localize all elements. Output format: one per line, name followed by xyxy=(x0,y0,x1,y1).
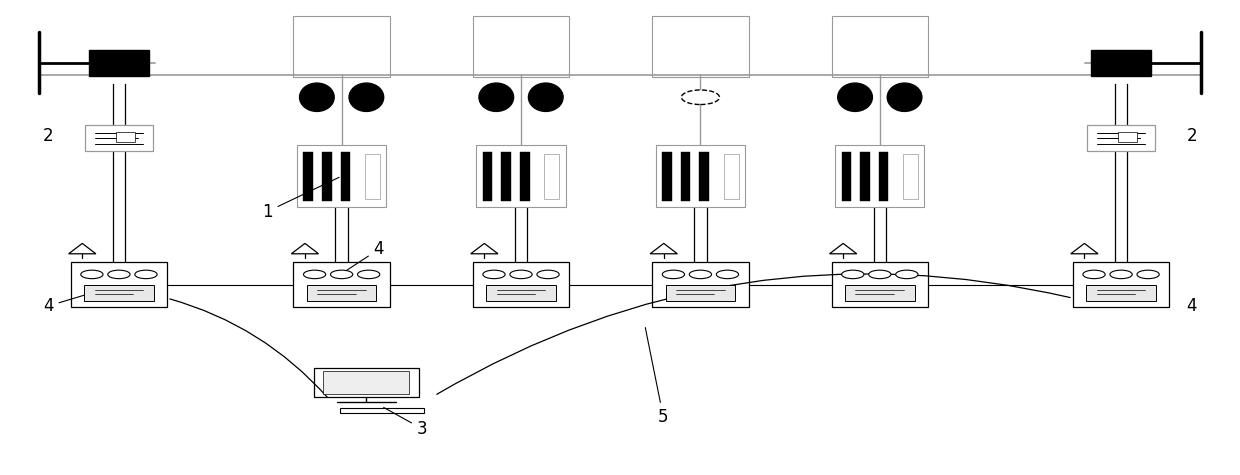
Circle shape xyxy=(869,270,892,279)
Bar xyxy=(361,153,367,200)
Bar xyxy=(842,152,851,200)
Circle shape xyxy=(357,270,379,279)
Circle shape xyxy=(537,270,559,279)
Bar xyxy=(482,152,492,200)
Bar xyxy=(322,152,331,200)
Bar xyxy=(903,153,919,199)
Bar xyxy=(340,408,424,413)
Text: 5: 5 xyxy=(645,328,668,426)
Text: 2: 2 xyxy=(1187,127,1197,145)
Bar xyxy=(846,285,915,301)
Bar xyxy=(472,262,569,307)
Bar xyxy=(314,368,419,397)
Bar xyxy=(71,262,167,307)
Bar xyxy=(1087,125,1156,152)
Bar xyxy=(89,50,149,76)
Bar xyxy=(681,152,691,200)
Bar xyxy=(652,16,749,77)
Circle shape xyxy=(689,270,712,279)
Bar xyxy=(836,145,924,207)
Circle shape xyxy=(717,270,739,279)
Bar xyxy=(472,16,569,77)
Bar xyxy=(879,152,888,200)
Bar xyxy=(699,152,709,200)
Bar xyxy=(899,153,905,200)
Bar xyxy=(294,262,389,307)
Bar xyxy=(501,152,511,200)
Bar xyxy=(84,285,154,301)
Circle shape xyxy=(1083,270,1105,279)
Circle shape xyxy=(482,270,505,279)
Bar xyxy=(724,153,739,199)
Bar xyxy=(861,152,869,200)
Bar xyxy=(476,145,565,207)
Circle shape xyxy=(135,270,157,279)
Ellipse shape xyxy=(888,83,921,112)
Circle shape xyxy=(1110,270,1132,279)
Text: 4: 4 xyxy=(43,285,117,315)
Circle shape xyxy=(108,270,130,279)
Text: 4: 4 xyxy=(337,240,384,276)
Text: 4: 4 xyxy=(1187,297,1197,315)
Text: 2: 2 xyxy=(43,127,53,145)
Circle shape xyxy=(510,270,532,279)
Bar xyxy=(656,145,745,207)
Circle shape xyxy=(1137,270,1159,279)
Bar xyxy=(1086,285,1156,301)
Bar xyxy=(486,285,556,301)
Ellipse shape xyxy=(838,83,873,112)
Bar xyxy=(84,125,153,152)
Ellipse shape xyxy=(348,83,383,112)
Circle shape xyxy=(304,270,326,279)
Text: 1: 1 xyxy=(262,177,339,220)
Circle shape xyxy=(681,90,719,104)
Bar xyxy=(1091,50,1151,76)
Ellipse shape xyxy=(479,83,513,112)
Bar xyxy=(652,262,749,307)
Bar xyxy=(662,152,672,200)
Bar xyxy=(294,16,389,77)
Bar xyxy=(365,153,379,199)
Bar xyxy=(719,153,725,200)
Circle shape xyxy=(662,270,684,279)
Ellipse shape xyxy=(528,83,563,112)
Bar xyxy=(832,262,928,307)
Circle shape xyxy=(895,270,918,279)
Bar xyxy=(341,152,350,200)
Circle shape xyxy=(842,270,864,279)
Bar xyxy=(117,133,135,142)
Bar xyxy=(306,285,377,301)
Bar xyxy=(1073,262,1169,307)
Bar xyxy=(520,152,529,200)
Bar xyxy=(1118,133,1137,142)
Circle shape xyxy=(331,270,352,279)
Bar xyxy=(324,371,409,393)
Bar xyxy=(298,145,386,207)
Bar xyxy=(666,285,735,301)
Circle shape xyxy=(81,270,103,279)
Bar xyxy=(541,153,547,200)
Text: 3: 3 xyxy=(383,408,428,438)
Bar xyxy=(304,152,312,200)
Ellipse shape xyxy=(300,83,335,112)
Bar xyxy=(544,153,559,199)
Bar xyxy=(832,16,928,77)
